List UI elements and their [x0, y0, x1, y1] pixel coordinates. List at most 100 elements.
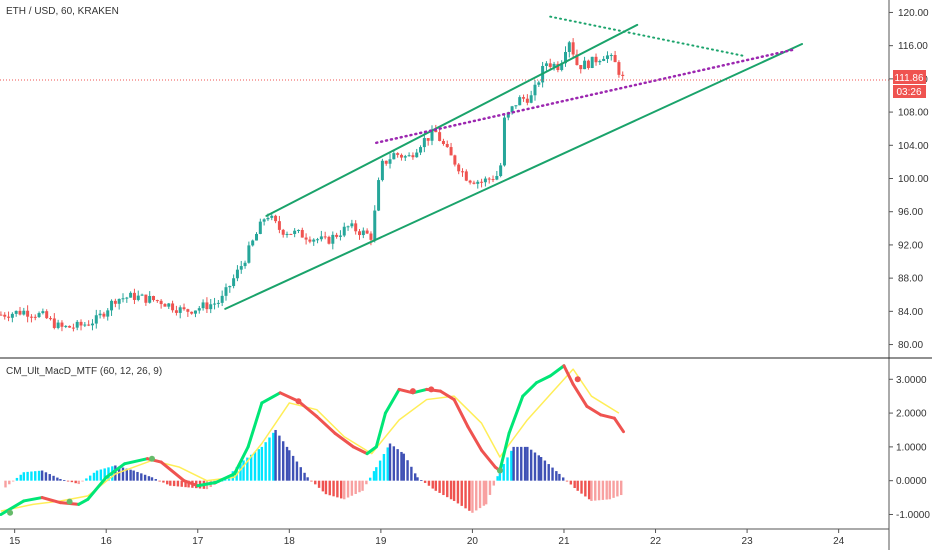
histogram-bar — [438, 480, 441, 493]
histogram-bar — [30, 471, 33, 481]
macd-line-segment — [232, 445, 250, 476]
macd-tick-label: 0.0000 — [896, 476, 927, 487]
cross-marker — [66, 498, 73, 505]
channel-lower-trendline[interactable] — [224, 43, 804, 310]
candle-body — [14, 310, 18, 314]
histogram-bar — [492, 480, 495, 486]
histogram-bar — [434, 480, 438, 491]
histogram-bar — [321, 480, 325, 492]
candle-body — [571, 42, 575, 55]
candle-body — [10, 313, 14, 318]
candle-body — [548, 63, 552, 67]
histogram-bar — [63, 480, 66, 481]
candle-body — [102, 313, 106, 317]
candle-body — [41, 311, 45, 314]
candle-body — [590, 56, 594, 68]
candle-body — [605, 55, 609, 59]
histogram-bar — [66, 480, 70, 482]
histogram-bar — [414, 473, 417, 481]
histogram-bar — [242, 460, 245, 481]
candle-body — [327, 236, 331, 244]
histogram-bar — [620, 480, 623, 496]
histogram-bar — [565, 480, 569, 482]
histogram-bar — [612, 480, 615, 498]
histogram-bar — [423, 480, 427, 483]
candle-body — [319, 236, 323, 240]
candle-body — [350, 223, 354, 227]
candle-body — [228, 286, 232, 288]
countdown-bg — [893, 85, 926, 98]
time-tick-label: 17 — [192, 536, 204, 547]
histogram-bar — [92, 472, 96, 481]
candle-body — [52, 318, 56, 328]
histogram-bar — [449, 480, 453, 500]
histogram-bar — [460, 480, 463, 506]
candle-body — [26, 310, 30, 317]
macd-line-segment — [535, 374, 552, 385]
candle-body — [266, 217, 270, 220]
histogram-bar — [584, 480, 587, 497]
macd-line-segment — [0, 499, 26, 516]
candle-body — [544, 63, 548, 66]
histogram-bar — [471, 480, 474, 513]
candle-body — [403, 156, 407, 158]
histogram-bar — [478, 480, 482, 509]
candle-body — [33, 316, 37, 318]
candle-body — [106, 310, 110, 317]
candle-body — [529, 95, 533, 103]
histogram-bar — [295, 461, 299, 481]
histogram-bar — [529, 449, 533, 481]
candle-body — [247, 245, 251, 263]
candle-body — [155, 300, 159, 302]
macd-line-segment — [599, 413, 616, 420]
histogram-bar — [136, 471, 139, 481]
histogram-bar — [8, 480, 11, 485]
candle-body — [213, 303, 217, 305]
histogram-bar — [147, 476, 151, 481]
candle-body — [60, 322, 64, 327]
candle-body — [399, 154, 403, 158]
candle-body — [369, 233, 373, 240]
candle-body — [575, 54, 579, 66]
candle-body — [525, 98, 529, 103]
candle-body — [239, 266, 243, 270]
time-tick-label: 15 — [9, 536, 21, 547]
channel-upper-trendline[interactable] — [265, 23, 639, 217]
support-dotted-trendline[interactable] — [375, 48, 795, 145]
histogram-bar — [274, 429, 277, 481]
price-pane[interactable] — [0, 15, 889, 332]
histogram-bar — [44, 472, 48, 481]
candle-body — [136, 295, 140, 300]
histogram-bar — [121, 467, 125, 481]
macd-line-segment — [278, 391, 300, 403]
histogram-bar — [246, 457, 249, 481]
histogram-bar — [314, 480, 317, 485]
candle-body — [75, 321, 79, 328]
macd-tick-label: 2.0000 — [896, 409, 927, 420]
macd-pane[interactable] — [0, 364, 625, 516]
cross-marker — [148, 455, 155, 462]
histogram-bar — [410, 466, 413, 481]
price-tag: 111.86 03:26 — [893, 70, 926, 98]
candle-body — [87, 324, 91, 326]
histogram-bar — [81, 480, 84, 482]
histogram-bar — [132, 470, 135, 481]
candle-body — [522, 97, 526, 99]
candle-body — [583, 60, 587, 70]
histogram-bar — [324, 480, 328, 495]
candle-body — [159, 300, 163, 305]
candle-body — [121, 298, 125, 300]
histogram-bar — [416, 477, 419, 481]
signal-line — [0, 368, 620, 512]
resistance-dotted-trendline[interactable] — [549, 15, 744, 57]
candle-body — [18, 310, 22, 315]
histogram-bar — [4, 480, 7, 488]
candle-body — [316, 239, 320, 241]
price-tick-label: 88.00 — [898, 274, 923, 285]
macd-line-segment — [571, 382, 589, 408]
candle-body — [56, 322, 60, 328]
histogram-bar — [260, 446, 264, 481]
histogram-bar — [361, 480, 364, 491]
candle-body — [449, 147, 453, 156]
histogram-bar — [162, 480, 165, 483]
